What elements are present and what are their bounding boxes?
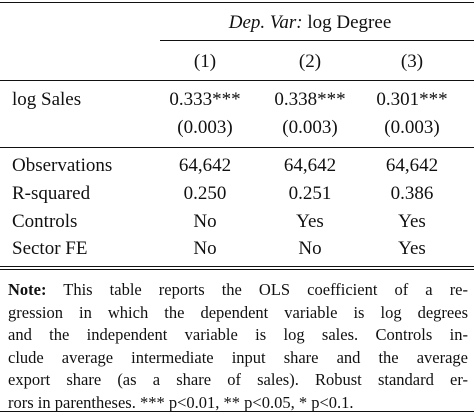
note-line: export share (as a share of sales). Robu… [8,370,468,389]
end-rule [0,411,474,412]
cell: Yes [296,211,324,232]
cell: 0.301*** [376,89,448,110]
cell: 64,642 [283,155,337,176]
cell: No [298,238,322,259]
note-line: and the independent variable is log sale… [8,325,468,344]
note-line: gression in which the dependent variable… [8,302,468,322]
dep-var-label: Dep. Var: [228,12,303,33]
cell: 0.386 [390,183,434,204]
row-label: Observations [12,155,113,176]
cell: 0.250 [183,183,227,204]
bottom-rule [0,266,474,267]
cell: 64,642 [178,155,232,176]
bottom-rule-2 [0,269,474,270]
cell: 0.251 [288,183,332,204]
cell: (0.003) [177,117,233,138]
top-rule [0,2,474,3]
cell: Yes [398,211,426,232]
cell: (0.003) [282,117,338,138]
dep-var: log Degree [307,12,392,33]
cell: 0.333*** [169,89,241,110]
row-label: Sector FE [12,238,88,259]
cell: 0.338*** [274,89,346,110]
row-label: log Sales [12,89,82,110]
note-label: Note: [8,280,47,299]
cell: No [193,211,217,232]
row-label: R-squared [12,183,91,204]
cell: (0.003) [384,117,440,138]
column-header: (1) [193,51,217,72]
row-label: Controls [12,211,78,232]
cell: Yes [398,238,426,259]
mid-rule [0,147,474,148]
note-line: rors in parentheses. *** p<0.01, ** p<0.… [8,392,354,412]
header-bottom-rule [0,80,474,81]
note-line: clude average intermediate input share a… [8,347,468,367]
cell: No [193,238,217,259]
note-text: This table reports the OLS coefficient o… [63,280,469,299]
note-line: Note: This table reports the OLS coeffic… [8,278,468,301]
column-header: (2) [298,51,322,72]
cell: 64,642 [385,155,439,176]
header-rule [160,40,474,41]
column-header: (3) [400,51,424,72]
dep-var-header: Dep. Var: log Degree [229,12,392,34]
